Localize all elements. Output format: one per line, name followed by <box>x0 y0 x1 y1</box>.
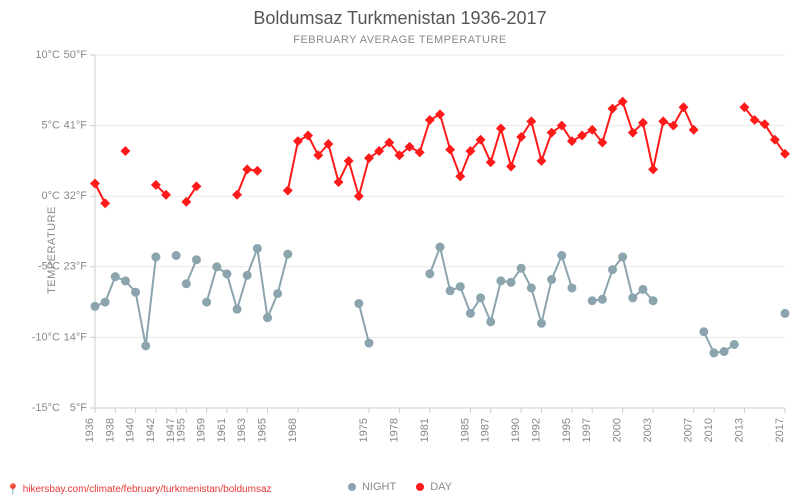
y-tick-label-f: 32°F <box>64 190 88 202</box>
x-tick-label: 1965 <box>257 418 269 442</box>
y-tick-label-f: 5°F <box>70 402 88 414</box>
x-tick-label: 1938 <box>104 418 116 442</box>
x-tick-label: 1985 <box>459 418 471 442</box>
y-tick-label-c: -15°C <box>32 402 60 414</box>
y-tick-label-f: 23°F <box>64 261 88 273</box>
y-tick-label-c: 10°C <box>35 49 60 61</box>
y-tick-label-c: -10°C <box>32 331 60 343</box>
y-tick-label-c: 0°C <box>42 190 61 202</box>
y-tick-label-f: 41°F <box>64 120 88 132</box>
legend-label: DAY <box>430 481 452 493</box>
x-tick-label: 1940 <box>125 418 137 442</box>
y-tick-label-c: 5°C <box>42 120 61 132</box>
source-url: hikersbay.com/climate/february/turkmenis… <box>23 484 272 495</box>
y-tick-label-c: -5°C <box>38 261 60 273</box>
chart-plot: -15°C 5°F -10°C 14°F -5°C 23°F 0°C32°F 5°C41°F 1… <box>0 0 800 500</box>
x-tick-label: 1959 <box>196 418 208 442</box>
x-tick-label: 1995 <box>561 418 573 442</box>
x-tick-label: 1975 <box>358 418 370 442</box>
chart-container: Boldumsaz Turkmenistan 1936-2017 FEBRUAR… <box>0 0 800 500</box>
x-tick-label: 1987 <box>480 418 492 442</box>
x-tick-label: 1978 <box>388 418 400 442</box>
legend-label: NIGHT <box>362 481 396 493</box>
legend-marker-icon <box>348 483 356 491</box>
x-tick-label: 2010 <box>703 418 715 442</box>
x-tick-label: 2007 <box>683 418 695 442</box>
x-tick-label: 1997 <box>581 418 593 442</box>
x-tick-label: 1968 <box>287 418 299 442</box>
legend-item[interactable]: DAY <box>416 481 452 493</box>
y-tick-label-f: 14°F <box>64 331 88 343</box>
x-tick-label: 1992 <box>530 418 542 442</box>
x-tick-label: 2003 <box>642 418 654 442</box>
x-tick-label: 1955 <box>175 418 187 442</box>
x-tick-label: 1936 <box>84 418 96 442</box>
location-pin-icon: 📍 <box>6 483 20 496</box>
x-tick-label: 2017 <box>774 418 786 442</box>
x-tick-label: 2000 <box>612 418 624 442</box>
x-tick-label: 1963 <box>236 418 248 442</box>
x-tick-label: 1961 <box>216 418 228 442</box>
x-tick-label: 1981 <box>419 418 431 442</box>
x-tick-label: 1942 <box>145 418 157 442</box>
y-tick-label-f: 50°F <box>64 49 88 61</box>
source-link[interactable]: 📍 hikersbay.com/climate/february/turkmen… <box>6 483 272 496</box>
x-tick-label: 1990 <box>510 418 522 442</box>
x-tick-label: 2013 <box>733 418 745 442</box>
legend-item[interactable]: NIGHT <box>348 481 396 493</box>
legend-marker-icon <box>416 483 424 491</box>
